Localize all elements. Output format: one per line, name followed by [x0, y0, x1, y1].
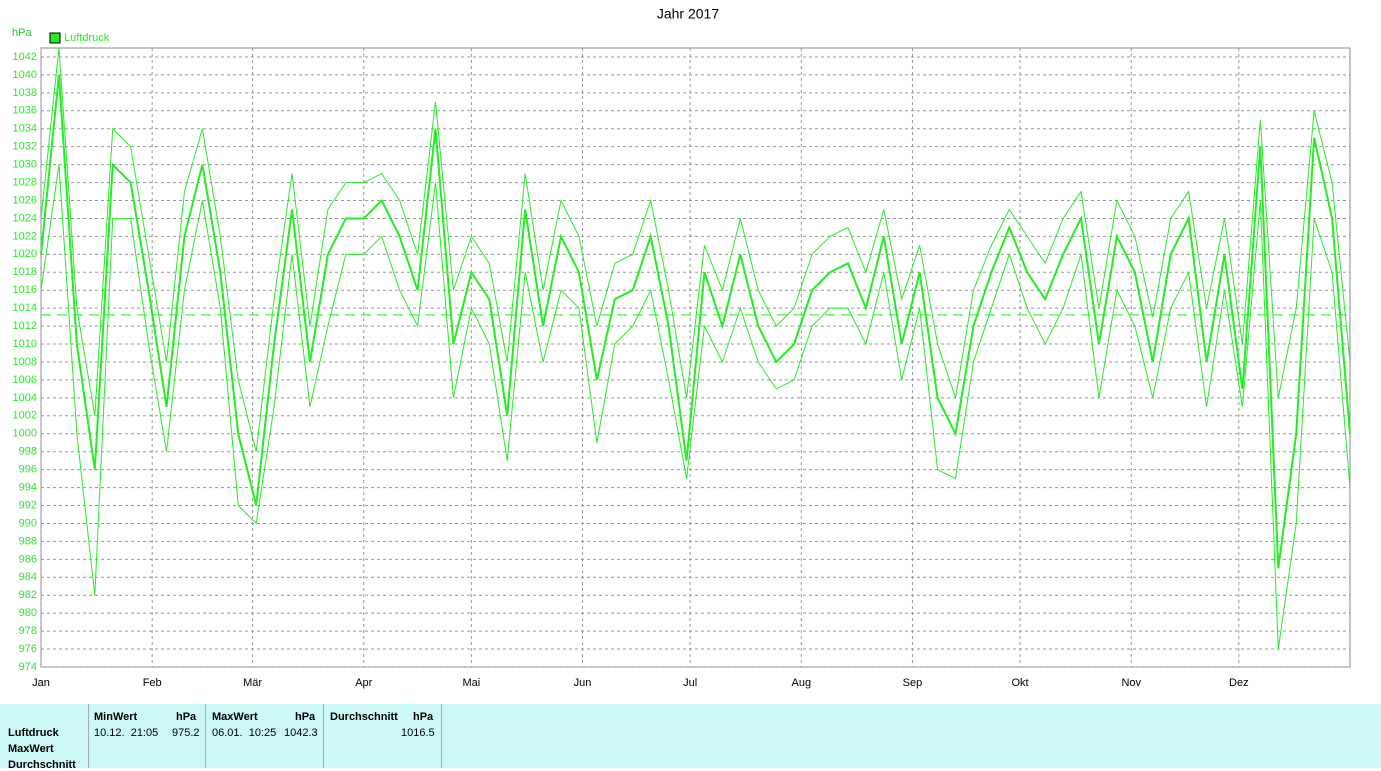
- cell: 1016.5: [401, 727, 435, 739]
- y-tick-label: 976: [19, 643, 37, 655]
- y-tick-label: 1012: [13, 320, 37, 332]
- y-tick-label: 994: [19, 481, 37, 493]
- y-tick-label: 1040: [13, 69, 37, 81]
- x-tick-label: Nov: [1121, 677, 1141, 689]
- row-label: MaxWert: [8, 743, 54, 755]
- header-unit: hPa: [176, 711, 197, 723]
- y-tick-label: 1008: [13, 356, 37, 368]
- cell: 1042.3: [284, 727, 318, 739]
- y-tick-label: 1000: [13, 428, 37, 440]
- line-series: [40, 164, 1351, 650]
- y-tick-label: 974: [19, 661, 37, 673]
- y-tick-label: 1020: [13, 248, 37, 260]
- y-tick-label: 988: [19, 535, 37, 547]
- y-tick-label: 1036: [13, 105, 37, 117]
- y-tick-label: 1026: [13, 194, 37, 206]
- row-label: Luftdruck: [8, 727, 59, 739]
- y-tick-label: 1030: [13, 159, 37, 171]
- row-label: Durchschnitt: [8, 759, 76, 771]
- y-tick-label: 998: [19, 446, 37, 458]
- legend-label: Luftdruck: [64, 32, 110, 44]
- y-tick-label: 1014: [13, 302, 37, 314]
- separator: [205, 704, 206, 768]
- y-tick-label: 1024: [13, 212, 37, 224]
- line-series: [40, 47, 1351, 452]
- y-tick-label: 1006: [13, 374, 37, 386]
- cell: 06.01. 10:25: [212, 727, 277, 739]
- y-tick-label: 1042: [13, 51, 37, 63]
- header-unit: hPa: [413, 711, 434, 723]
- line-series: [40, 74, 1351, 569]
- x-tick-label: Okt: [1011, 677, 1028, 689]
- y-tick-label: 990: [19, 517, 37, 529]
- y-tick-label: 996: [19, 464, 37, 476]
- y-tick-label: 1028: [13, 176, 37, 188]
- y-tick-label: 1032: [13, 141, 37, 153]
- y-tick-label: 1004: [13, 392, 37, 404]
- x-tick-label: Sep: [903, 677, 923, 689]
- chart-title: Jahr 2017: [657, 6, 719, 22]
- x-tick-label: Jul: [683, 677, 697, 689]
- y-tick-label: 1038: [13, 87, 37, 99]
- x-tick-label: Mai: [462, 677, 480, 689]
- separator: [88, 704, 89, 768]
- y-tick-label: 1018: [13, 266, 37, 278]
- separator: [323, 704, 324, 768]
- y-tick-label: 980: [19, 607, 37, 619]
- x-tick-label: Dez: [1229, 677, 1249, 689]
- x-tick-label: Jan: [32, 677, 50, 689]
- separator: [441, 704, 442, 768]
- x-tick-label: Jun: [574, 677, 592, 689]
- chart: Jahr 2017 hPa 974 976 978 980 982 984 986 988 99…: [12, 6, 1351, 689]
- x-tick-label: Apr: [355, 677, 372, 689]
- y-tick-label: 1034: [13, 123, 37, 135]
- y-tick-label: 978: [19, 625, 37, 637]
- x-tick-label: Mär: [243, 677, 262, 689]
- y-tick-label: 1022: [13, 230, 37, 242]
- cell: 10.12. 21:05: [94, 727, 159, 739]
- y-tick-label: 1010: [13, 338, 37, 350]
- y-tick-label: 986: [19, 553, 37, 565]
- y-axis-label: hPa: [12, 27, 32, 39]
- y-tick-label: 984: [19, 571, 37, 583]
- stats-table: MinWert hPa MaxWert hPa Durchschnitt hPa…: [0, 704, 1381, 771]
- cell: 975.2: [172, 727, 200, 739]
- y-tick-label: 1002: [13, 410, 37, 422]
- x-tick-label: Aug: [792, 677, 812, 689]
- legend-swatch: [49, 32, 61, 44]
- y-tick-label: 992: [19, 499, 37, 511]
- header: MinWert: [94, 711, 138, 723]
- x-tick-label: Feb: [143, 677, 162, 689]
- header: MaxWert: [212, 711, 258, 723]
- header-unit: hPa: [295, 711, 316, 723]
- header: Durchschnitt: [330, 711, 398, 723]
- y-tick-label: 982: [19, 589, 37, 601]
- y-tick-label: 1016: [13, 284, 37, 296]
